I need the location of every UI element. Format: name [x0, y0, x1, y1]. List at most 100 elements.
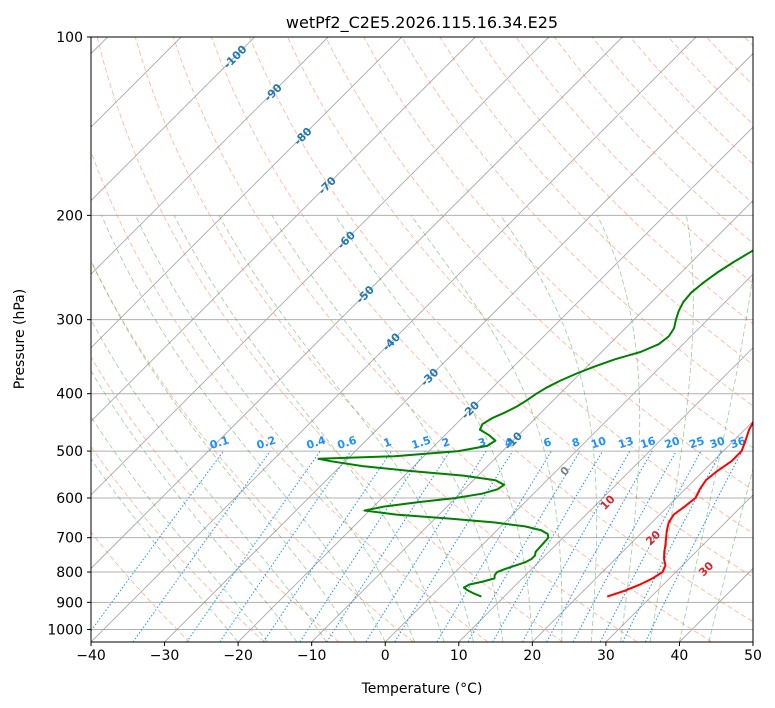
x-tick-label: 50 [744, 648, 762, 664]
dry-adiabat [91, 356, 340, 642]
dry-adiabat [91, 259, 414, 642]
mixing-ratio-label: 4 [503, 435, 515, 450]
isotherm [458, 347, 753, 642]
dry-adiabat [210, 37, 753, 623]
moist-adiabat [91, 458, 239, 642]
isotherm [91, 37, 329, 275]
mixing-ratio-label: 3 [476, 435, 487, 450]
moist-adiabat [410, 215, 563, 642]
moist-adiabat [91, 370, 298, 642]
mixing-ratio-label: 0.6 [336, 433, 359, 451]
x-tick-label: 40 [671, 648, 689, 664]
isotherm [237, 126, 753, 642]
dry-adiabat [91, 445, 265, 642]
mixing-ratio-label: 16 [639, 434, 658, 451]
mixing-ratio-label: 13 [617, 434, 636, 451]
isotherm [384, 273, 753, 642]
moist-adiabat [271, 215, 504, 642]
dry-adiabat [91, 531, 191, 642]
mixing-ratio-label: 2 [440, 435, 451, 450]
isotherm [91, 37, 255, 202]
x-tick-label: 30 [597, 648, 615, 664]
moist-adiabat [500, 215, 598, 642]
moist-adiabat [649, 215, 694, 642]
x-tick-label: −30 [150, 648, 180, 664]
plot-frame [90, 36, 754, 643]
mixing-ratio-label: 0.1 [208, 434, 231, 452]
moist-adiabat-label: 40 [751, 587, 771, 607]
mixing-ratio-label: 20 [663, 434, 682, 451]
mixing-ratio-line [263, 450, 392, 642]
mixing-ratio-line [436, 450, 552, 642]
mixing-ratio-line [186, 450, 321, 642]
isotherm [91, 37, 403, 349]
isotherm [91, 37, 550, 496]
mixing-ratio-line [394, 450, 514, 642]
isotherm [532, 420, 753, 642]
moist-adiabat [91, 259, 357, 642]
moist-adiabat [91, 415, 268, 642]
mixing-ratio-line [644, 450, 743, 642]
moist-adiabat [708, 467, 753, 642]
x-tick-label: 0 [381, 648, 390, 664]
y-axis-label: Pressure (hPa) [12, 289, 28, 389]
dry-adiabat [134, 37, 638, 642]
isotherm [605, 494, 753, 642]
isotherm [91, 37, 697, 642]
chart-title: wetPf2_C2E5.2026.115.16.34.E25 [286, 13, 558, 33]
dry-adiabat [401, 37, 753, 407]
moist-adiabat [101, 215, 386, 642]
moist-adiabat [134, 215, 416, 642]
isotherm [164, 52, 753, 642]
moist-adiabat [678, 270, 753, 642]
dry-adiabat [439, 37, 753, 366]
y-tick-label: 600 [56, 491, 83, 507]
x-tick-label: −20 [223, 648, 253, 664]
y-tick-label: 400 [56, 387, 83, 403]
mixing-ratio-line [546, 450, 653, 642]
mixing-ratio-label: 8 [570, 435, 581, 450]
isotherm [91, 37, 623, 570]
y-tick-label: 100 [56, 30, 83, 46]
y-tick-label: 300 [56, 313, 83, 329]
mixing-ratio-label: 0.2 [255, 434, 278, 452]
x-tick-label: 20 [523, 648, 541, 664]
mixing-ratio-line [365, 450, 487, 642]
mixing-ratio-line [599, 450, 702, 642]
mixing-ratio-label: 10 [589, 434, 608, 451]
dry-adiabat [515, 37, 753, 284]
mixing-ratio-label: 0.4 [305, 433, 328, 451]
mixing-ratio-line [91, 450, 224, 632]
mixing-ratio-line [522, 450, 631, 642]
y-tick-label: 1000 [47, 622, 83, 638]
isotherm [91, 37, 476, 422]
mixing-ratio-line [299, 450, 426, 642]
dry-adiabat [249, 37, 753, 578]
y-tick-label: 800 [56, 565, 83, 581]
mixing-ratio-label: 6 [542, 435, 554, 450]
dry-adiabat [96, 37, 563, 642]
mixing-ratio-label: 1.5 [410, 434, 433, 452]
x-axis: −40 −30 −20 −10 0 10 20 30 40 50 [76, 642, 762, 664]
dewpoint-profile-line [317, 249, 753, 598]
y-tick-label: 500 [56, 444, 83, 460]
mixing-ratio-line [572, 450, 677, 642]
temperature-profile-line [606, 420, 753, 598]
dry-adiabat [172, 37, 713, 642]
moist-adiabat [91, 318, 327, 642]
mixing-ratio-label: 25 [688, 434, 707, 451]
x-axis-label: Temperature (°C) [361, 681, 483, 697]
moist-adiabat [173, 215, 445, 642]
x-tick-label: −40 [76, 648, 106, 664]
y-tick-label: 200 [56, 208, 83, 224]
y-axis: 100 200 300 400 500 600 700 800 900 1000 [47, 30, 91, 638]
plot-area: 0.1 0.2 0.4 0.6 1 1.5 2 3 4 6 8 10 13 16 20 25 30 36-100-… [91, 37, 771, 642]
mixing-ratio-line [132, 450, 271, 642]
mixing-ratio-label: 30 [708, 434, 727, 451]
mixing-ratio-line [326, 450, 451, 642]
y-tick-label: 700 [56, 531, 83, 547]
mixing-ratio-label: 1 [382, 435, 393, 450]
dry-adiabat [91, 150, 489, 642]
